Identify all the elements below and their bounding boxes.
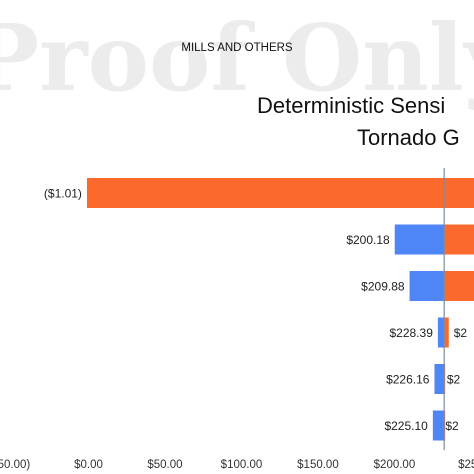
x-axis: (50.00) $0.00 $50.00 $100.00 $150.00 $200.00 $… [0, 459, 474, 471]
header-text: MILLS AND OTHERS [181, 42, 293, 54]
x-tick-label: $100.00 [221, 459, 263, 471]
value-label-left: $226.16 [386, 373, 430, 387]
bar-low [86, 178, 445, 208]
chart-title-line-1: Deterministic Sensi [257, 93, 445, 118]
value-label-left: ($1.01) [44, 187, 82, 201]
bar-high [444, 178, 474, 208]
bar-low [432, 410, 445, 441]
bar-high [444, 224, 474, 255]
x-tick-label: $50.00 [147, 459, 182, 471]
chart-title-line-2: Tornado G [357, 125, 460, 150]
x-tick-label: $200.00 [374, 459, 416, 471]
bar-low [394, 224, 445, 255]
value-labels: ($1.01) $200.18 $209.88 $228.39 $2 $226.16 $2 $… [44, 187, 468, 434]
value-label-left: $225.10 [384, 419, 428, 433]
value-label-left: $209.88 [361, 280, 405, 294]
value-label-left: $228.39 [389, 326, 433, 340]
bar-high [444, 317, 449, 348]
bar-low [437, 317, 445, 348]
bar-high [444, 271, 474, 301]
value-label-right: $2 [447, 373, 461, 387]
value-label-left: $200.18 [346, 233, 390, 247]
x-tick-label: $150.00 [297, 459, 339, 471]
bar-low [409, 271, 445, 301]
bars-group [86, 178, 474, 441]
bar-low [434, 364, 445, 394]
proof-watermark: Proof Only [0, 4, 474, 112]
x-tick-label: $0.00 [74, 459, 103, 471]
value-label-right: $2 [454, 326, 468, 340]
x-tick-label: (50.00) [0, 459, 30, 471]
x-tick-label: $250 [458, 459, 474, 471]
value-label-right: $2 [445, 419, 459, 433]
